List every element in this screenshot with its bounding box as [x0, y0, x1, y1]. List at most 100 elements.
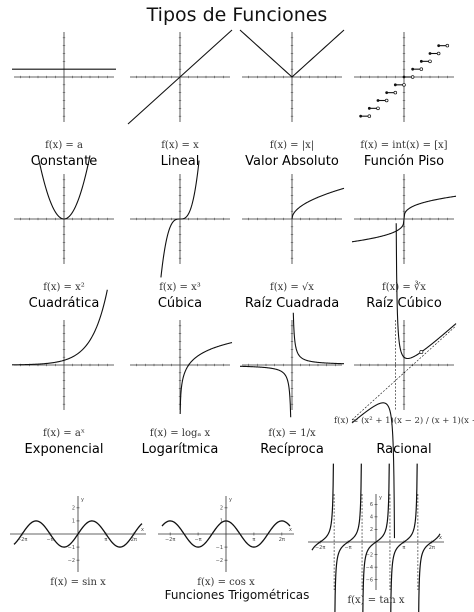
function-formula: f(x) = x³ [159, 282, 201, 293]
closed-dot [376, 99, 380, 102]
open-dot [376, 106, 380, 111]
y-tick-label: −1 [216, 545, 223, 551]
y-tick-label: −2 [216, 558, 223, 564]
linear-graph [127, 29, 233, 125]
sqrt-curve [291, 187, 345, 220]
y-tick-label: 4 [370, 515, 373, 521]
function-panel-cbrt: f(x) = ∛x Raíz Cúbico [351, 172, 457, 311]
trig-panel-sin: −2π −π π 2π 2 1 −1 −2 x y f(x) = sin x [8, 494, 148, 594]
x-tick-label: −2π [17, 537, 27, 543]
function-name: Cúbica [157, 296, 203, 311]
function-name: Lineal [160, 154, 200, 169]
tan-curve [362, 463, 390, 612]
open-dot [367, 114, 372, 118]
y-tick-label: −1 [68, 545, 75, 551]
cbrt-curve [351, 195, 457, 243]
y-tick-label: −4 [366, 565, 373, 571]
x-tick-label: −π [46, 537, 53, 543]
function-formula: f(x) = aˣ [42, 428, 86, 439]
quad-graph [14, 155, 114, 264]
function-panel-linear: f(x) = x Lineal [127, 29, 233, 169]
tan-curve [311, 463, 334, 551]
abs-curve [239, 29, 345, 78]
sin-curve [13, 520, 143, 548]
tan-curve [418, 533, 441, 612]
function-name: Valor Absoluto [245, 154, 339, 169]
cbrt-graph [351, 174, 457, 264]
function-formula: f(x) = |x| [269, 140, 315, 151]
hole-point [419, 349, 424, 354]
open-dot [402, 83, 406, 87]
trig-formula: f(x) = sin x [50, 577, 106, 588]
function-formula: f(x) = logₐ x [149, 428, 211, 439]
function-formula: f(x) = ∛x [382, 282, 426, 293]
function-panel-cubic: f(x) = x³ Cúbica [128, 160, 232, 311]
function-panel-rational: f(x) = (x² + 1)(x − 2) / (x + 1)(x − 2) R… [334, 223, 474, 539]
tan-graph: −2π −π π 2π 6 4 2 −2 −4 −6 x y [308, 463, 444, 612]
open-dot [445, 43, 450, 48]
y-tick-label: 2 [72, 506, 75, 512]
slant-asymptote [351, 325, 457, 421]
function-panel-quad: f(x) = x² Cuadrática [12, 155, 116, 311]
exp-graph [11, 289, 114, 410]
function-name: Logarítmica [141, 442, 219, 457]
function-formula: f(x) = √x [270, 282, 314, 293]
closed-dot [428, 52, 432, 55]
trig-formula: f(x) = cos x [197, 577, 255, 588]
function-name: Cuadrática [28, 296, 100, 311]
recip-curve [239, 365, 292, 418]
cubic-curve [160, 160, 200, 278]
x-tick-label: −2π [165, 537, 175, 543]
x-axis-label: x [439, 535, 442, 541]
trig-panel-tan: −2π −π π 2π 6 4 2 −2 −4 −6 x y f(x) = tan x [306, 463, 446, 612]
function-formula: f(x) = a [45, 140, 83, 151]
open-dot [428, 59, 432, 64]
y-axis-label: y [229, 497, 232, 503]
open-dot [436, 51, 441, 56]
exp-curve [11, 289, 108, 366]
tan-curve [334, 463, 362, 612]
function-name: Constante [30, 154, 98, 169]
y-tick-label: −2 [366, 552, 373, 558]
y-tick-label: −2 [68, 558, 75, 564]
x-axis-label: x [141, 527, 144, 533]
cos-graph: −2π −π π 2π 2 1 −1 −2 x y [158, 496, 294, 572]
x-tick-label: −π [344, 545, 351, 551]
function-panel-floor: f(x) = int(x) = [x] Función Piso [352, 30, 456, 169]
function-panel-sqrt: f(x) = √x Raíz Cuadrada [240, 172, 345, 311]
constant-graph [12, 32, 116, 122]
function-panel-recip: f(x) = 1/x Recíproca [239, 312, 345, 457]
rational-curve [395, 223, 457, 360]
x-tick-label: π [402, 545, 405, 551]
open-dot [410, 75, 415, 79]
function-formula: f(x) = (x² + 1)(x − 2) / (x + 1)(x − 2) [334, 416, 474, 426]
x-tick-label: −π [194, 537, 201, 543]
page-title: Tipos de Funciones [146, 4, 328, 26]
function-name: Raíz Cúbico [366, 296, 442, 311]
cos-curve [161, 520, 291, 548]
function-name: Recíproca [260, 442, 324, 457]
y-axis-label: y [81, 497, 84, 503]
log-graph [130, 320, 233, 415]
function-formula: f(x) = x² [43, 282, 85, 293]
function-panel-constant: f(x) = a Constante [12, 30, 116, 169]
rational-curve [351, 402, 396, 539]
closed-dot [359, 114, 363, 118]
function-formula: f(x) = x [161, 140, 199, 151]
closed-dot [367, 106, 371, 110]
y-axis-label: y [379, 495, 382, 501]
y-tick-label: 2 [370, 527, 373, 533]
recip-graph [239, 312, 345, 418]
function-panel-abs: f(x) = |x| Valor Absoluto [239, 29, 345, 169]
quad-curve [37, 155, 91, 220]
sqrt-graph [242, 174, 345, 264]
x-tick-label: π [104, 537, 107, 543]
function-formula: f(x) = 1/x [268, 428, 316, 439]
y-tick-label: −6 [366, 578, 373, 584]
function-panel-exp: f(x) = aˣ Exponencial [11, 289, 116, 457]
closed-dot [411, 67, 415, 71]
closed-dot [437, 44, 441, 48]
function-name: Raíz Cuadrada [244, 296, 340, 311]
y-tick-label: 6 [370, 502, 373, 508]
x-axis-label: x [289, 527, 292, 533]
